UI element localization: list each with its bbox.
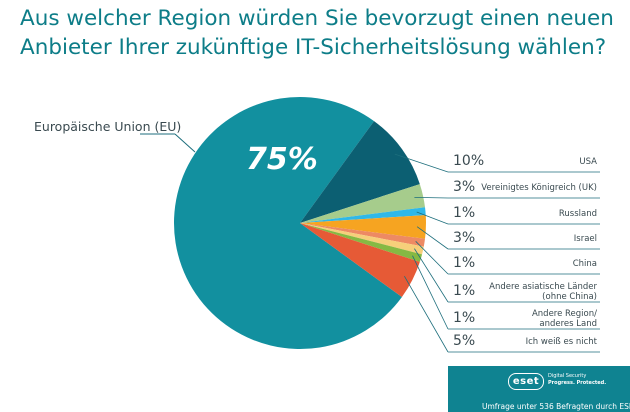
- legend-label-usa: USA: [579, 157, 597, 167]
- legend-label-andere-asiatische-lander-ohne-china-2: (ohne China): [542, 292, 597, 302]
- pie-slice-andere-region-anderes-land: [300, 223, 423, 262]
- leader-line-usa: [394, 153, 449, 173]
- pie-slice-russland: [300, 207, 426, 223]
- leader-line-ich-wei-es-nicht: [404, 276, 449, 353]
- leader-line-russland: [416, 211, 449, 225]
- legend-value-andere-region-anderes-land: 1%: [453, 310, 475, 326]
- leader-line-china: [415, 241, 449, 275]
- pie-slice-china: [300, 223, 426, 247]
- legend: 10% USA 3% Vereinigtes Königreich (UK) 1% Rus…: [448, 153, 600, 353]
- leader-line-vereinigtes-konigreich-uk: [414, 197, 449, 199]
- leader-line-israel: [416, 226, 449, 250]
- pie-slices: [174, 97, 427, 349]
- pie-slice-andere-asiatische-lander-ohne-china: [300, 223, 424, 255]
- legend-label-vereinigtes-konigreich-uk: Vereinigtes Königreich (UK): [481, 183, 597, 193]
- pie-slice-ich-wei-es-nicht: [300, 223, 420, 298]
- chart-title-line-2: Anbieter Ihrer zukünftige IT-Sicherheits…: [20, 35, 607, 60]
- legend-label-andere-region-anderes-land-2: anderes Land: [539, 319, 597, 329]
- eset-logo: eset: [508, 373, 544, 390]
- pie-slice-vereinigtes-konigreich-uk: [300, 184, 426, 223]
- pie-slice-israel: [300, 215, 427, 239]
- pie-slice-usa: [300, 121, 420, 223]
- eu-callout-label: Europäische Union (EU): [34, 119, 181, 134]
- legend-value-israel: 3%: [453, 230, 475, 246]
- chart-title-line-1: Aus welcher Region würden Sie bevorzugt …: [20, 6, 614, 31]
- leader-line-andere-asiatische-lander-ohne-china: [414, 248, 449, 303]
- legend-label-andere-region-anderes-land-1: Andere Region/: [532, 309, 597, 319]
- legend-label-ich-wei-es-nicht: Ich weiß es nicht: [526, 337, 598, 347]
- eu-callout-diagonal: [174, 133, 196, 153]
- legend-value-ich-wei-es-nicht: 5%: [453, 333, 475, 349]
- legend-label-andere-asiatische-lander-ohne-china-1: Andere asiatische Länder: [489, 282, 597, 292]
- legend-label-israel: Israel: [574, 234, 597, 244]
- logo-tagline: Digital Security Progress. Protected.: [548, 373, 606, 387]
- pie-slice-europaische-union-eu: [174, 97, 402, 349]
- footer-banner: eset Digital Security Progress. Protecte…: [448, 366, 630, 412]
- survey-source: Umfrage unter 536 Befragten durch ESET,: [482, 402, 630, 411]
- legend-value-china: 1%: [453, 255, 475, 271]
- leader-line-andere-region-anderes-land: [412, 255, 449, 330]
- eu-value-label: 75%: [246, 142, 318, 177]
- tagline-line-1: Digital Security: [548, 373, 587, 379]
- leader-lines: [394, 153, 449, 353]
- legend-value-andere-asiatische-lander-ohne-china: 1%: [453, 283, 475, 299]
- legend-label-china: China: [573, 259, 597, 269]
- legend-value-russland: 1%: [453, 205, 475, 221]
- legend-value-usa: 10%: [453, 153, 484, 169]
- chart-title: Aus welcher Region würden Sie bevorzugt …: [20, 4, 620, 62]
- legend-label-russland: Russland: [559, 209, 597, 219]
- legend-value-vereinigtes-konigreich-uk: 3%: [453, 179, 475, 195]
- tagline-line-2: Progress. Protected.: [548, 380, 607, 386]
